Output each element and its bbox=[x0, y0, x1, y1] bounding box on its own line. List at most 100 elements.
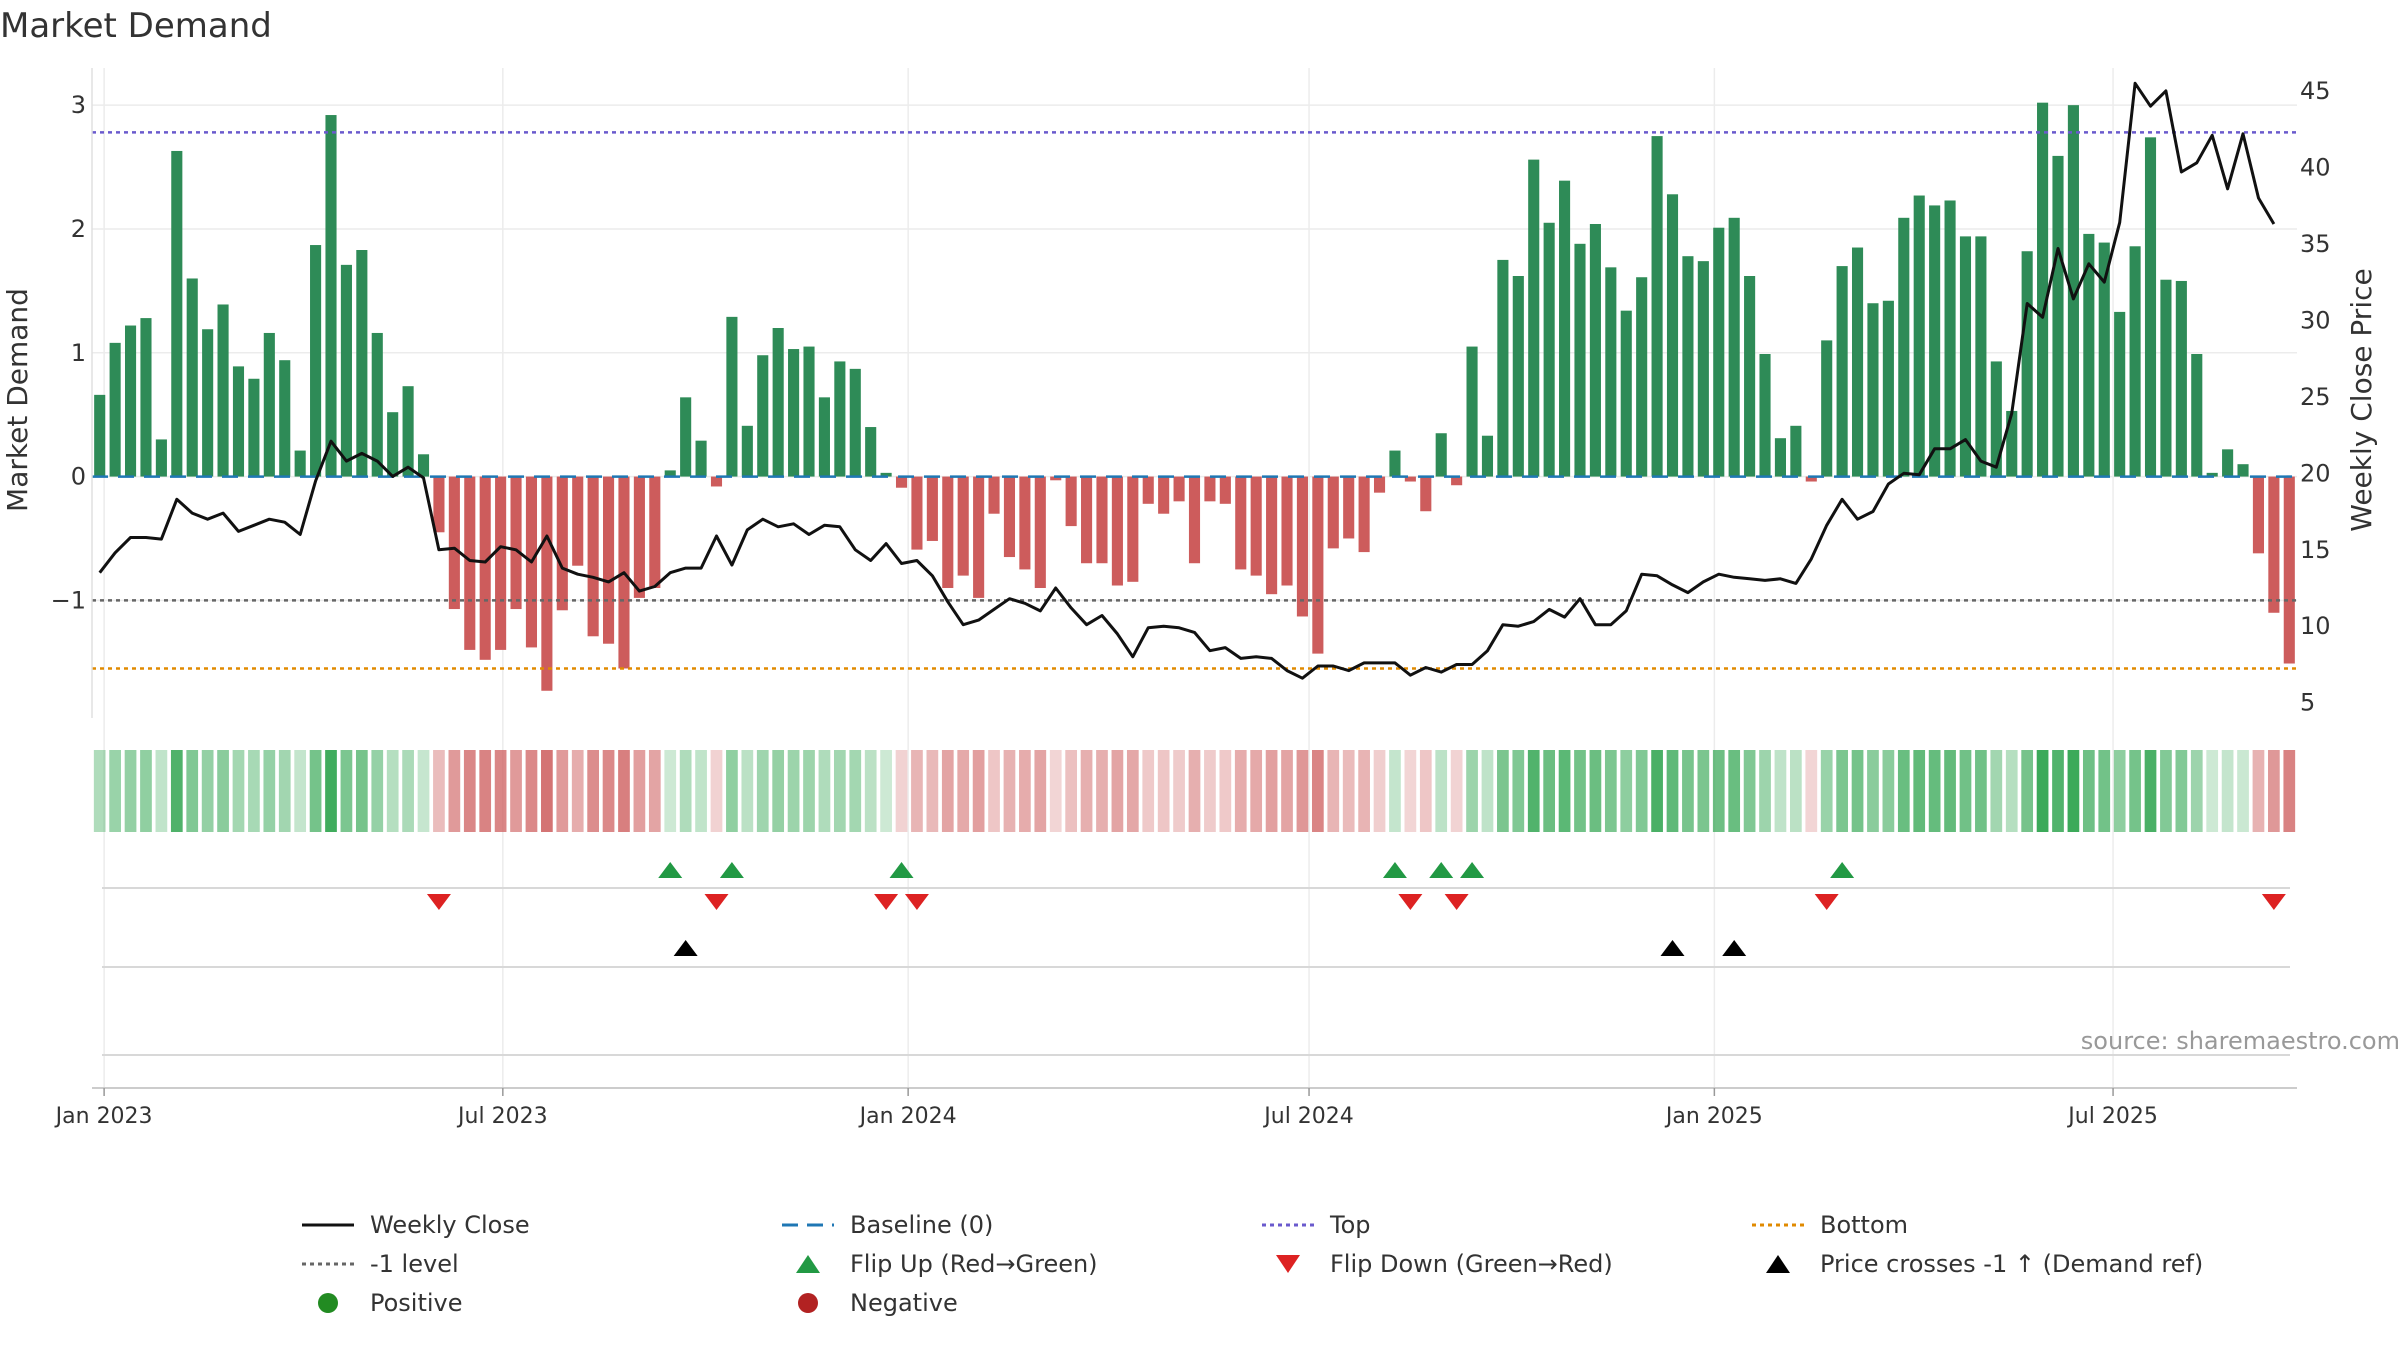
demand-bar bbox=[2144, 137, 2157, 477]
heat-cell bbox=[648, 750, 661, 832]
heat-cell bbox=[1790, 750, 1802, 832]
demand-bar bbox=[1929, 205, 1941, 477]
heat-cell bbox=[1373, 750, 1386, 832]
demand-bar bbox=[124, 325, 137, 477]
heat-cell bbox=[325, 750, 337, 832]
demand-bar bbox=[1266, 476, 1278, 595]
heat-cell bbox=[1111, 750, 1124, 832]
demand-bar bbox=[2222, 449, 2234, 477]
heat-cell bbox=[1188, 750, 1201, 832]
heat-cell bbox=[494, 750, 507, 832]
heat-cell bbox=[1928, 750, 1941, 832]
heat-cell bbox=[679, 750, 692, 832]
heat-cell bbox=[1358, 750, 1370, 832]
demand-bar bbox=[1728, 217, 1740, 477]
legend-item-minus-one: -1 level bbox=[300, 1249, 459, 1279]
heat-cell bbox=[1435, 750, 1448, 832]
heat-cell bbox=[2268, 750, 2280, 832]
demand-bar bbox=[865, 427, 877, 477]
demand-bar bbox=[1343, 476, 1355, 539]
heat-cell bbox=[818, 750, 831, 832]
heat-cell bbox=[1836, 750, 1848, 832]
heat-cell bbox=[371, 750, 384, 832]
legend-item-price-cross: Price crosses -1 ↑ (Demand ref) bbox=[1750, 1249, 2203, 1279]
heat-cell bbox=[741, 750, 754, 832]
demand-bar bbox=[587, 476, 599, 637]
heat-cell bbox=[479, 750, 492, 832]
x-tick-label: Jul 2024 bbox=[1262, 1104, 1354, 1129]
heat-cell bbox=[525, 750, 538, 832]
heat-cell bbox=[2005, 750, 2018, 832]
flip-down-marker bbox=[1444, 894, 1469, 910]
heat-cell bbox=[926, 750, 939, 832]
heat-cell bbox=[1913, 750, 1926, 832]
demand-bar bbox=[649, 476, 661, 588]
demand-bar bbox=[1836, 266, 1848, 477]
demand-bar bbox=[2160, 279, 2172, 477]
heat-cell bbox=[109, 750, 121, 832]
demand-bar bbox=[232, 366, 245, 477]
heat-cell bbox=[448, 750, 461, 832]
demand-bar bbox=[495, 476, 507, 650]
demand-bar bbox=[1404, 476, 1416, 482]
heat-cell bbox=[1558, 750, 1571, 832]
y-tick-label: 0 bbox=[71, 463, 86, 491]
triangle-up-icon bbox=[1750, 1249, 1806, 1279]
flip-down-marker bbox=[1814, 894, 1839, 910]
heat-cell bbox=[1481, 750, 1494, 832]
demand-bar bbox=[1327, 476, 1339, 549]
demand-bar bbox=[1713, 227, 1725, 477]
demand-bar bbox=[1636, 277, 1648, 477]
legend-label: Negative bbox=[850, 1289, 958, 1317]
flip-up-marker bbox=[719, 862, 744, 878]
heat-cell bbox=[1049, 750, 1062, 832]
heat-cell bbox=[2082, 750, 2095, 832]
heat-cell bbox=[1234, 750, 1247, 832]
demand-bars bbox=[94, 102, 2295, 691]
flip-up-marker bbox=[889, 862, 914, 878]
demand-bar bbox=[895, 476, 908, 488]
demand-bar bbox=[1851, 247, 1864, 477]
heat-cell bbox=[1574, 750, 1586, 832]
demand-bar bbox=[1605, 267, 1617, 477]
demand-bar bbox=[464, 476, 476, 650]
heat-cell bbox=[1743, 750, 1756, 832]
demand-bar bbox=[664, 470, 676, 477]
heat-cell bbox=[93, 750, 106, 832]
demand-bar bbox=[479, 476, 491, 660]
demand-bar bbox=[741, 425, 753, 477]
heat-cell bbox=[1142, 750, 1155, 832]
demand-bar bbox=[2114, 311, 2126, 477]
demand-bar bbox=[1759, 354, 1771, 477]
demand-bar bbox=[171, 150, 183, 477]
demand-bar bbox=[957, 476, 969, 576]
demand-bar bbox=[1805, 476, 1817, 482]
heat-cell bbox=[2036, 750, 2049, 832]
demand-bar bbox=[803, 346, 815, 477]
heat-cell bbox=[1697, 750, 1710, 832]
demand-bar bbox=[1142, 476, 1154, 504]
demand-bar bbox=[973, 476, 985, 598]
demand-bar bbox=[1373, 476, 1386, 493]
heat-cell bbox=[1219, 750, 1232, 832]
demand-bar bbox=[1512, 276, 1524, 477]
demand-bar bbox=[1050, 476, 1062, 481]
flip-up-marker bbox=[658, 862, 683, 878]
heat-cell bbox=[618, 750, 630, 832]
demand-bar bbox=[109, 342, 121, 477]
heat-cell bbox=[571, 750, 584, 832]
heat-cell bbox=[294, 750, 307, 832]
flip-up-marker bbox=[1429, 862, 1454, 878]
demand-bar bbox=[2129, 246, 2141, 477]
heat-cell bbox=[911, 750, 923, 832]
heat-cell bbox=[1759, 750, 1771, 832]
heat-cell bbox=[2190, 750, 2203, 832]
demand-bar bbox=[1975, 236, 1987, 477]
demand-bar bbox=[880, 472, 892, 477]
heat-cell bbox=[1543, 750, 1556, 832]
heat-cell bbox=[1867, 750, 1879, 832]
dotted-line-swatch-icon bbox=[300, 1249, 356, 1279]
heat-cell bbox=[2160, 750, 2172, 832]
heat-cell bbox=[1281, 750, 1293, 832]
